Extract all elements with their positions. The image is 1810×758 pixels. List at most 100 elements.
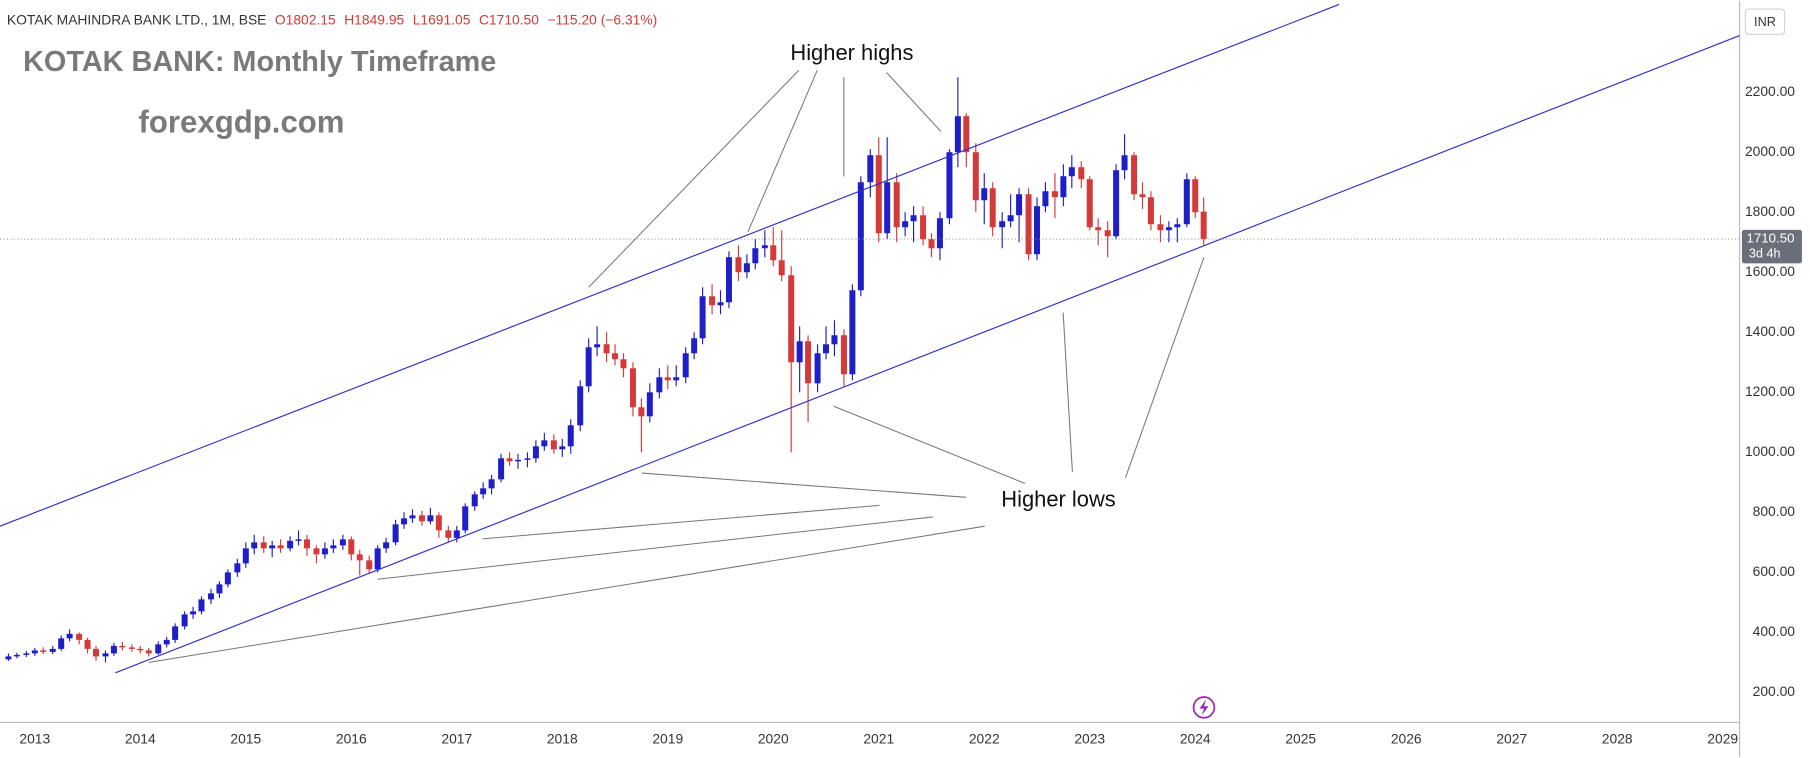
candle-body [1139, 194, 1146, 198]
candle-body [761, 245, 768, 249]
candle-body [1183, 179, 1190, 225]
candle-body [339, 539, 346, 546]
candle-body [58, 638, 65, 649]
candle-body [92, 648, 100, 657]
y-tick-label: 1600.00 [1745, 263, 1795, 279]
candles [5, 77, 1207, 663]
pointer [1062, 312, 1073, 472]
candle-body [1131, 155, 1138, 195]
candle-body [1086, 179, 1093, 228]
candle-body [1078, 167, 1085, 180]
x-tick-label: 2029 [1707, 730, 1738, 746]
candle-body [66, 633, 73, 639]
pointer [1124, 257, 1205, 478]
candle-body [594, 344, 601, 348]
candle-body [857, 182, 864, 291]
y-tick-label: 1000.00 [1745, 443, 1795, 459]
candle-body [471, 494, 478, 507]
pointer [588, 69, 800, 288]
header: KOTAK MAHINDRA BANK LTD., 1M, BSE O1802.… [7, 11, 657, 27]
y-tick-label: 2200.00 [1745, 83, 1795, 99]
candle-body [23, 653, 30, 655]
candle-body [303, 539, 310, 549]
candle-body [242, 548, 249, 564]
candle-body [418, 515, 425, 522]
candle-body [796, 341, 803, 363]
chart-title: KOTAK BANK: Monthly Timeframe [23, 46, 496, 78]
candle-body [277, 545, 284, 549]
high: H1849.95 [344, 11, 404, 27]
candle-body [251, 542, 258, 549]
y-tick-label: 400.00 [1753, 623, 1796, 639]
candle-body [778, 260, 785, 276]
candle-body [462, 506, 469, 531]
annotation: Higher lows [1001, 487, 1116, 512]
candle-body [524, 458, 531, 460]
candle-body [374, 548, 381, 570]
x-tick-label: 2019 [652, 730, 683, 746]
candle-body [119, 645, 126, 648]
candle-body [629, 368, 636, 408]
candle-body [972, 152, 979, 201]
channel-upper [0, 3, 1340, 527]
candle-body [928, 239, 935, 249]
candle-body [1007, 215, 1014, 222]
annotation: Higher highs [790, 40, 913, 65]
candle-body [805, 341, 812, 384]
candle-body [181, 614, 188, 627]
candle-body [427, 515, 434, 522]
y-tick-label: 1800.00 [1745, 203, 1795, 219]
candle-body [559, 446, 566, 450]
candle-body [128, 647, 135, 649]
candle-body [31, 650, 38, 654]
candle-body [893, 182, 900, 228]
candle-body [709, 296, 716, 306]
candle-body [234, 563, 241, 573]
candle-body [76, 633, 83, 640]
y-tick-label: 200.00 [1753, 683, 1796, 699]
candle-body [145, 650, 152, 654]
candle-body [577, 386, 584, 426]
candle-body [383, 542, 390, 549]
candle-body [514, 459, 521, 462]
symbol: KOTAK MAHINDRA BANK LTD., 1M, BSE [7, 11, 267, 27]
y-tick-label: 1400.00 [1745, 323, 1795, 339]
x-tick-label: 2025 [1285, 730, 1316, 746]
y-tick-label: 2000.00 [1745, 143, 1795, 159]
candle-body [954, 116, 961, 153]
candle-body [752, 248, 759, 264]
candle-body [409, 515, 416, 519]
candle-body [172, 626, 179, 640]
y-tick-label: 800.00 [1753, 503, 1796, 519]
candle-body [823, 344, 830, 354]
candle-body [1025, 194, 1032, 255]
candle-body [541, 440, 548, 447]
candle-body [910, 215, 917, 222]
pointer [886, 72, 942, 132]
candle-body [1016, 194, 1023, 216]
candle-body [999, 221, 1006, 228]
x-tick-label: 2020 [758, 730, 789, 746]
candle-body [840, 335, 847, 375]
last-price-box [1741, 229, 1802, 264]
candle-body [190, 611, 197, 615]
candle-body [682, 353, 689, 378]
x-tick-label: 2017 [441, 730, 472, 746]
candle-body [638, 407, 645, 417]
candle-body [453, 530, 460, 538]
candle-body [1060, 176, 1067, 198]
candle-body [1174, 224, 1181, 228]
candle-body [313, 548, 320, 555]
candle-body [849, 290, 856, 375]
y-tick-label: 600.00 [1753, 563, 1796, 579]
candle-body [506, 458, 513, 462]
candle-body [1157, 224, 1164, 231]
subtitle: forexgdp.com [139, 105, 345, 140]
x-tick-label: 2023 [1074, 730, 1105, 746]
candle-body [646, 392, 653, 417]
candle-body [620, 359, 627, 369]
candle-body [1121, 155, 1128, 171]
candle-body [936, 218, 943, 249]
